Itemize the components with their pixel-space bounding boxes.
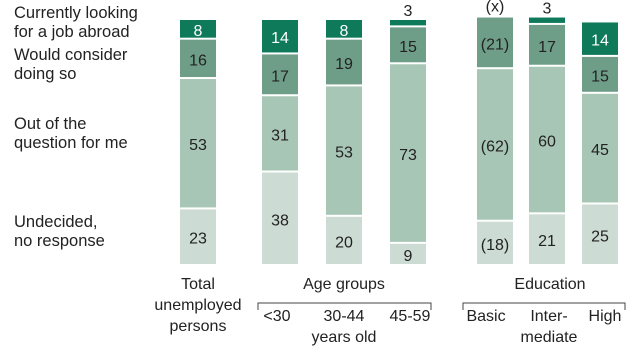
segment-currently-looking-for-a-job-abroad-4 — [390, 20, 426, 26]
segment-undecided-no-response-6 — [529, 214, 565, 264]
value-label-would-consider-doing-so-5: (21) — [481, 36, 509, 53]
segment-out-of-the-question-for-me-7 — [582, 93, 618, 203]
value-label-out-of-the-question-for-me-5: (62) — [481, 138, 509, 155]
bar-2: 38 31 17 14 — [262, 20, 298, 264]
group-title-age: Age groups — [303, 276, 385, 293]
group-title-total: Total unemployed persons — [154, 276, 241, 335]
tick-label-5: Basic — [466, 308, 505, 325]
group-title-education: Education — [514, 276, 585, 293]
segment-would-consider-doing-so-4 — [390, 27, 426, 63]
segment-currently-looking-for-a-job-abroad-6 — [529, 17, 565, 23]
category-axis: Total unemployed persons Age groups Educatio… — [154, 276, 626, 346]
bar-1: 23 53 16 8 — [180, 20, 216, 264]
value-label-currently-looking-for-a-job-abroad-1: 8 — [194, 23, 203, 40]
tick-label-7: High — [589, 308, 622, 325]
value-label-undecided-no-response-7: 25 — [591, 228, 609, 245]
tick-label-3: 30-44 — [324, 308, 365, 325]
value-label-undecided-no-response-3: 20 — [335, 234, 353, 251]
segment-would-consider-doing-so-7 — [582, 56, 618, 92]
value-label-undecided-no-response-4: 9 — [404, 248, 413, 265]
group-footer-age: years old — [312, 329, 377, 346]
value-label-would-consider-doing-so-7: 15 — [591, 68, 609, 85]
bar-4: 9 73 15 3 — [390, 3, 426, 265]
segment-out-of-the-question-for-me-4 — [390, 64, 426, 242]
value-label-would-consider-doing-so-1: 16 — [189, 52, 207, 69]
value-label-would-consider-doing-so-4: 15 — [399, 39, 417, 56]
segment-out-of-the-question-for-me-6 — [529, 66, 565, 213]
bracket-education — [462, 302, 626, 310]
segment-out-of-the-question-for-me-1 — [180, 79, 216, 208]
value-label-undecided-no-response-2: 38 — [271, 212, 289, 229]
value-label-out-of-the-question-for-me-1: 53 — [189, 137, 207, 154]
series-label-would-consider-doing-so: Would consider doing so — [14, 46, 128, 83]
segment-out-of-the-question-for-me-2 — [262, 96, 298, 171]
tick-label-2: <30 — [263, 308, 290, 325]
value-label-undecided-no-response-1: 23 — [189, 231, 207, 248]
value-label-currently-looking-for-a-job-abroad-5: (x) — [486, 0, 505, 16]
value-label-out-of-the-question-for-me-3: 53 — [335, 145, 353, 162]
bar-6: 21 60 17 3 — [529, 1, 565, 264]
segment-out-of-the-question-for-me-5 — [477, 69, 513, 220]
segment-would-consider-doing-so-3 — [326, 39, 362, 85]
value-label-out-of-the-question-for-me-2: 31 — [271, 127, 289, 144]
segment-currently-looking-for-a-job-abroad-7 — [582, 22, 618, 55]
segment-undecided-no-response-7 — [582, 204, 618, 264]
tick-label-4: 45-59 — [390, 308, 431, 325]
segment-would-consider-doing-so-2 — [262, 54, 298, 95]
value-label-currently-looking-for-a-job-abroad-2: 14 — [271, 30, 289, 47]
segment-undecided-no-response-4 — [390, 243, 426, 264]
segment-would-consider-doing-so-1 — [180, 39, 216, 78]
segment-undecided-no-response-5 — [477, 221, 513, 264]
value-label-out-of-the-question-for-me-6: 60 — [538, 134, 556, 151]
segment-undecided-no-response-3 — [326, 216, 362, 264]
value-label-out-of-the-question-for-me-4: 73 — [399, 147, 417, 164]
value-label-currently-looking-for-a-job-abroad-4: 3 — [404, 3, 413, 20]
value-label-would-consider-doing-so-2: 17 — [271, 68, 289, 85]
series-label-undecided-no-response: Undecided, no response — [14, 213, 105, 250]
value-label-currently-looking-for-a-job-abroad-3: 8 — [340, 23, 349, 40]
series-labels: Currently looking for a job abroad Would c… — [14, 4, 138, 250]
segment-would-consider-doing-so-6 — [529, 24, 565, 65]
value-label-would-consider-doing-so-6: 17 — [538, 39, 556, 56]
value-label-would-consider-doing-so-3: 19 — [335, 56, 353, 73]
segment-currently-looking-for-a-job-abroad-1 — [180, 20, 216, 38]
series-label-currently-looking-for-a-job-abroad: Currently looking for a job abroad — [14, 4, 138, 41]
bar-3: 20 53 19 8 — [326, 20, 362, 264]
segment-undecided-no-response-2 — [262, 172, 298, 264]
bracket-age — [257, 302, 432, 310]
segment-undecided-no-response-1 — [180, 209, 216, 264]
value-label-currently-looking-for-a-job-abroad-7: 14 — [591, 33, 609, 50]
tick-label-6: Inter- — [530, 308, 567, 325]
segment-out-of-the-question-for-me-3 — [326, 86, 362, 215]
segment-currently-looking-for-a-job-abroad-3 — [326, 20, 362, 38]
value-label-currently-looking-for-a-job-abroad-6: 3 — [543, 1, 552, 18]
bar-5: (18) (62) (21) (x) — [477, 0, 513, 264]
value-label-undecided-no-response-6: 21 — [538, 233, 556, 250]
series-label-out-of-the-question-for-me: Out of the question for me — [14, 115, 128, 152]
group-footer-education: mediate — [521, 329, 578, 346]
value-label-undecided-no-response-5: (18) — [481, 237, 509, 254]
segment-would-consider-doing-so-5 — [477, 17, 513, 68]
segment-currently-looking-for-a-job-abroad-2 — [262, 20, 298, 53]
value-label-out-of-the-question-for-me-7: 45 — [591, 142, 609, 159]
bar-7: 25 45 15 14 — [582, 22, 618, 264]
bars: 23 53 16 8 38 31 17 14 20 53 19 8 9 73 15 3 (18) (62) (21)… — [180, 0, 618, 265]
